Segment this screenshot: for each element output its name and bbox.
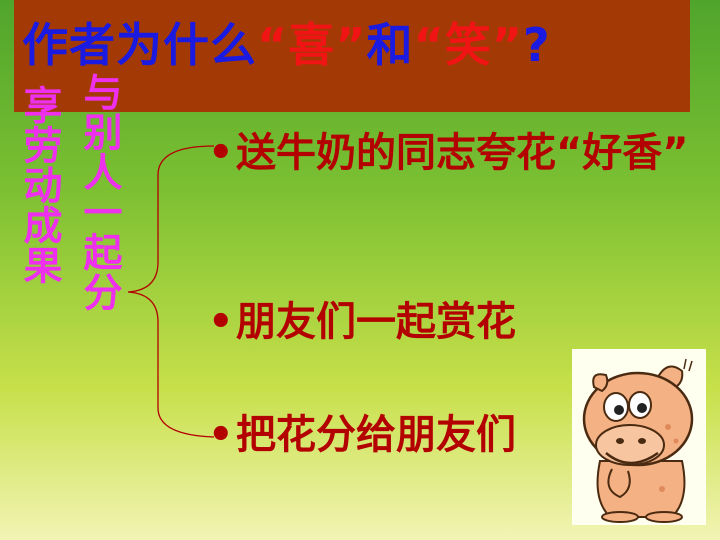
- title-part-1: 作者为什么: [22, 18, 257, 72]
- side-label-line-2: 享劳动成果: [17, 85, 62, 285]
- slide-title: 作者为什么“喜”和“笑”?: [22, 22, 551, 68]
- bullet-text: 把花分给朋友们: [236, 412, 516, 458]
- bullet-dot: •: [208, 299, 234, 345]
- bullet-item: • 把花分给朋友们: [208, 412, 516, 458]
- title-part-5: ?: [522, 18, 551, 72]
- bullet-dot: •: [208, 412, 234, 458]
- title-part-4: “笑”: [413, 18, 523, 72]
- bullet-item: • 朋友们一起赏花: [208, 299, 516, 345]
- bullet-item: • 送牛奶的同志夸花“好香”: [208, 130, 689, 176]
- side-label-line-1: 与别人一起分: [77, 72, 122, 312]
- title-banner: [14, 0, 690, 112]
- bullet-text: 送牛奶的同志夸花“好香”: [236, 130, 689, 176]
- bullet-dot: •: [208, 130, 234, 176]
- title-part-2: “喜”: [257, 18, 367, 72]
- title-part-3: 和: [366, 18, 414, 72]
- hippo-picture: [572, 349, 706, 525]
- bullet-text: 朋友们一起赏花: [236, 299, 516, 345]
- cartoon-hippo-icon: [582, 358, 694, 523]
